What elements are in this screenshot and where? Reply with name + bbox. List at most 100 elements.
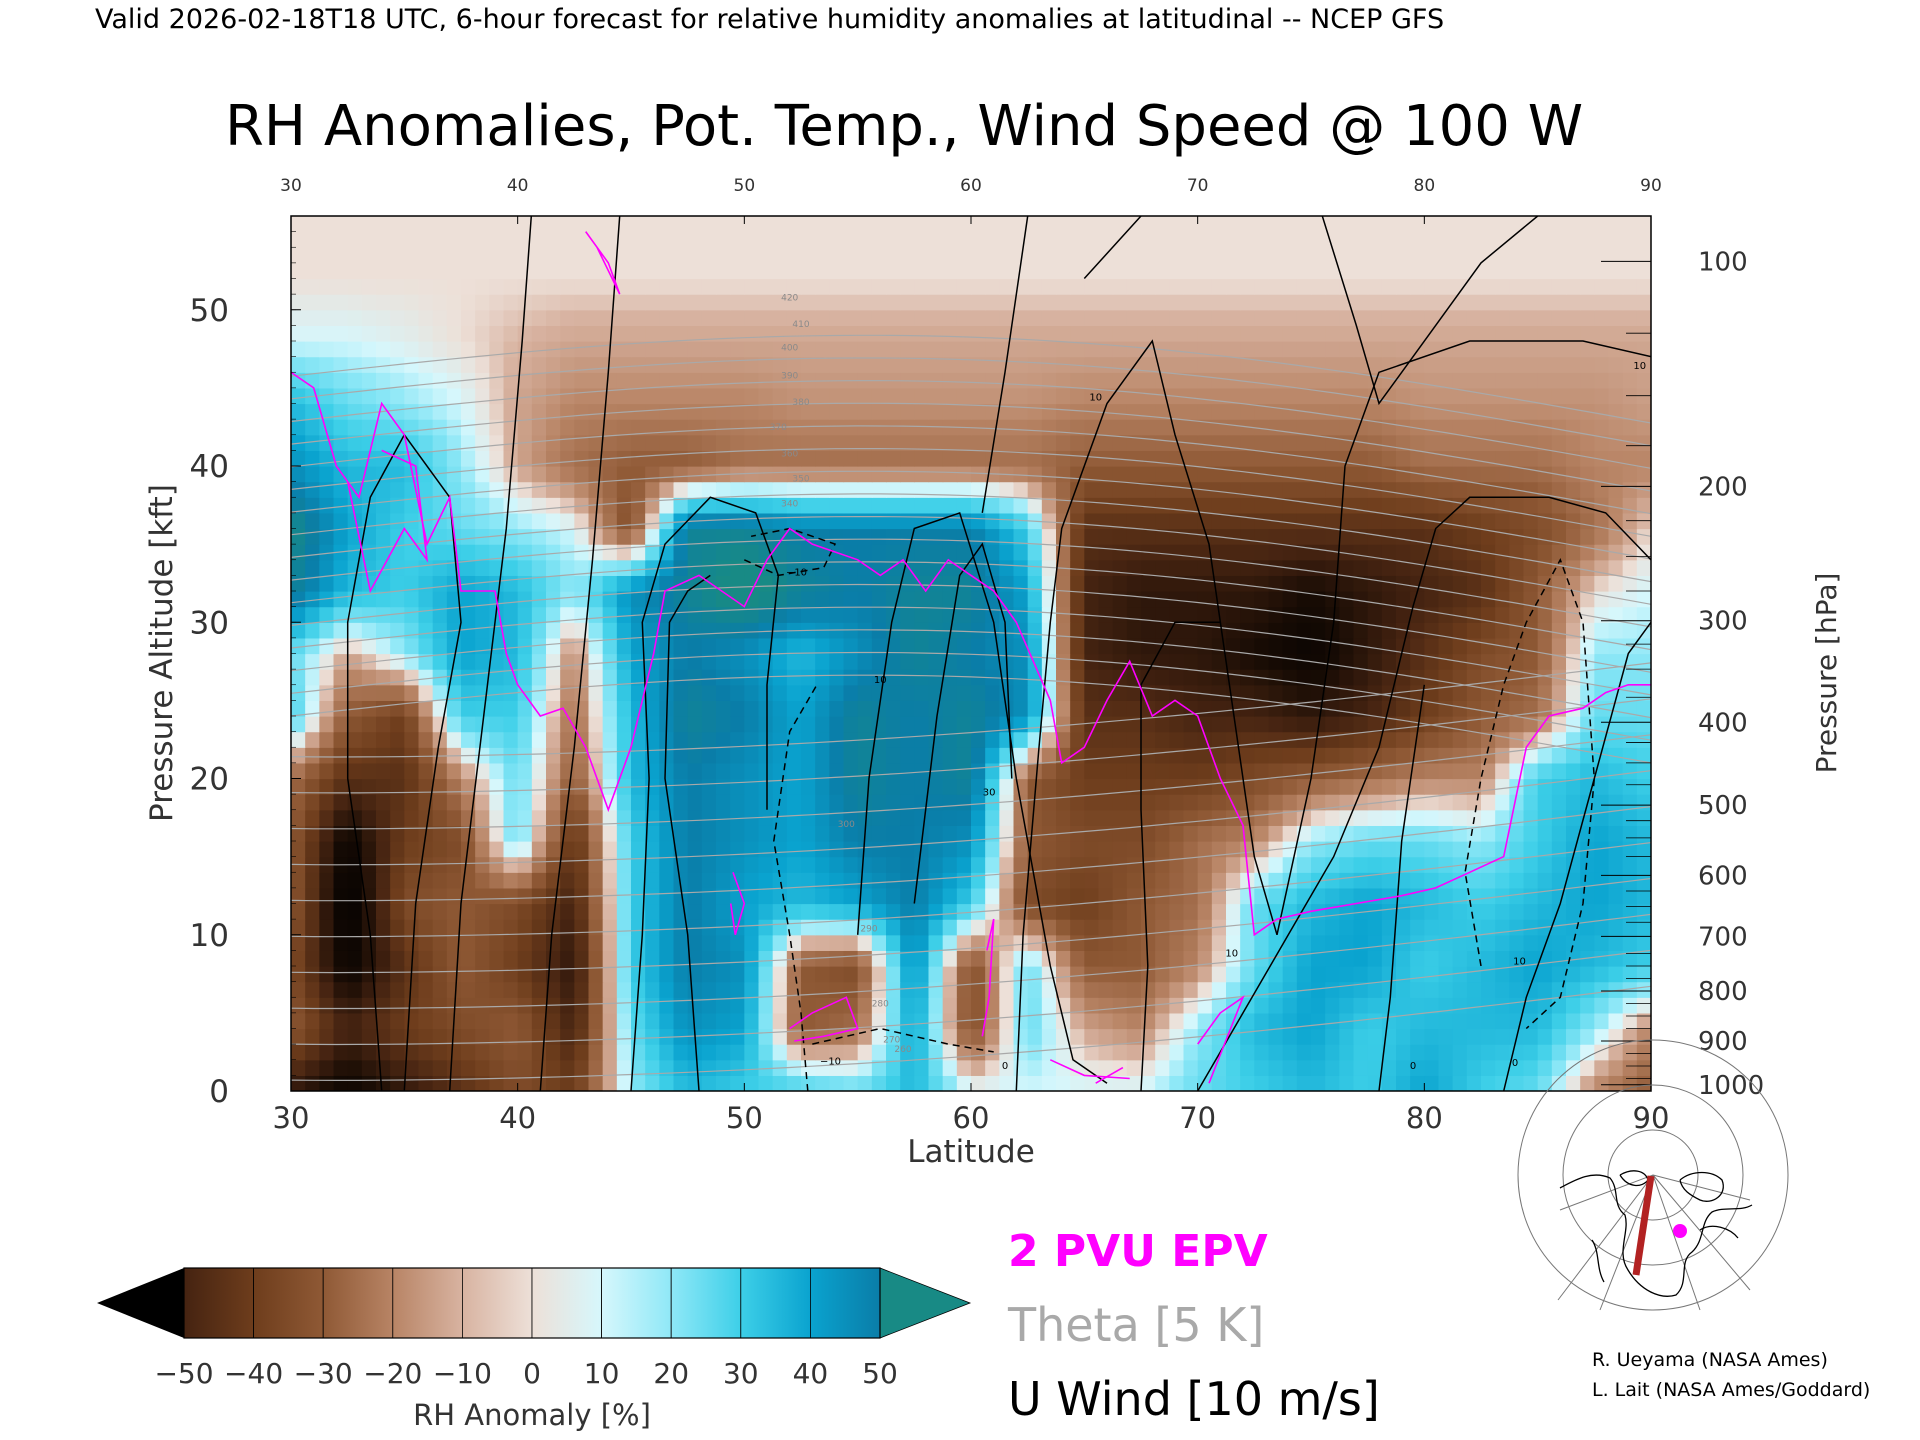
rh-cell	[333, 653, 349, 670]
rh-cell	[574, 341, 590, 358]
rh-cell	[1580, 1059, 1595, 1076]
rh-cell	[1027, 762, 1043, 780]
rh-cell	[1027, 591, 1043, 608]
rh-cell	[971, 700, 986, 717]
rh-cell	[1169, 341, 1185, 358]
rh-cell	[1438, 794, 1454, 811]
rh-cell	[1183, 450, 1199, 467]
rh-cell	[574, 278, 590, 295]
rh-cell	[1424, 903, 1440, 920]
rh-cell	[1056, 637, 1071, 655]
rh-cell	[1027, 419, 1043, 436]
rh-cell	[546, 934, 561, 951]
rh-cell	[716, 794, 731, 811]
rh-cell	[305, 825, 320, 842]
rh-cell	[1197, 669, 1213, 686]
rh-cell	[531, 669, 547, 686]
rh-cell	[1311, 356, 1326, 373]
rh-cell	[1098, 919, 1114, 936]
rh-cell	[1254, 1028, 1270, 1045]
rh-cell	[1141, 309, 1156, 326]
rh-cell	[1551, 481, 1567, 498]
rh-cell	[1325, 716, 1340, 733]
rh-cell	[1169, 591, 1185, 608]
rh-cell	[914, 497, 930, 514]
rh-cell	[1211, 966, 1227, 983]
rh-cell	[588, 872, 604, 889]
rh-cell	[1495, 591, 1510, 608]
rh-cell	[1282, 341, 1298, 358]
rh-cell	[333, 434, 349, 451]
rh-cell	[999, 341, 1015, 358]
rh-cell	[659, 372, 675, 389]
rh-cell	[517, 887, 533, 905]
rh-cell	[1339, 575, 1355, 592]
rh-cell	[1027, 387, 1043, 405]
rh-cell	[1197, 1059, 1213, 1076]
rh-cell	[432, 981, 448, 998]
rh-cell	[744, 450, 760, 467]
rh-cell	[305, 325, 320, 342]
rh-cell	[347, 841, 363, 858]
rh-cell	[744, 1059, 760, 1076]
rh-cell	[1070, 794, 1085, 811]
rh-cell	[574, 856, 590, 873]
rh-cell	[390, 981, 405, 998]
rh-cell	[1311, 778, 1326, 795]
rh-cell	[914, 1028, 930, 1045]
rh-cell	[1551, 419, 1567, 436]
rh-cell	[1183, 934, 1199, 951]
rh-cell	[886, 966, 901, 983]
rh-cell	[432, 622, 448, 639]
rh-cell	[886, 872, 901, 889]
rh-cell	[1197, 841, 1213, 858]
rh-cell	[1367, 434, 1383, 451]
rh-cell	[971, 1012, 986, 1030]
rh-cell	[1622, 341, 1638, 358]
rh-cell	[1282, 684, 1298, 701]
rh-cell	[319, 1075, 335, 1091]
rh-cell	[900, 1044, 915, 1061]
rh-cell	[390, 747, 405, 764]
rh-cell	[432, 309, 448, 326]
rh-cell	[602, 497, 618, 514]
rh-cell	[815, 887, 830, 905]
rh-cell	[673, 669, 689, 686]
rh-cell	[1438, 575, 1454, 592]
rh-cell	[1537, 1028, 1553, 1045]
rh-cell	[1580, 981, 1595, 998]
rh-cell	[1098, 512, 1114, 530]
rh-cell	[1353, 387, 1369, 405]
rh-cell	[772, 669, 788, 686]
rh-cell	[461, 981, 476, 998]
rh-cell	[1084, 809, 1100, 826]
rh-cell	[971, 403, 986, 420]
rh-cell	[928, 1044, 944, 1061]
rh-cell	[1551, 684, 1567, 701]
rh-cell	[347, 294, 363, 311]
rh-cell	[971, 966, 986, 983]
rh-cell	[956, 325, 972, 342]
rh-cell	[758, 981, 774, 998]
rh-cell	[1353, 356, 1369, 373]
rh-cell	[1098, 1028, 1114, 1045]
rh-cell	[730, 419, 745, 436]
rh-cell	[744, 497, 760, 514]
rh-cell	[631, 512, 646, 530]
rh-cell	[1311, 544, 1326, 561]
rh-cell	[1466, 887, 1482, 905]
rh-cell	[1353, 716, 1369, 733]
rh-cell	[985, 1012, 1000, 1030]
rh-cell	[1410, 872, 1425, 889]
rh-cell	[1566, 919, 1581, 936]
rh-cell	[1636, 841, 1651, 858]
rh-cell	[786, 434, 802, 451]
rh-cell	[815, 528, 830, 545]
rh-cell	[701, 591, 717, 608]
rh-cell	[1452, 794, 1468, 811]
rh-cell	[1367, 997, 1383, 1014]
rh-cell	[701, 559, 717, 576]
rh-cell	[857, 809, 873, 826]
rh-cell	[1041, 778, 1057, 795]
rh-cell	[475, 528, 490, 545]
